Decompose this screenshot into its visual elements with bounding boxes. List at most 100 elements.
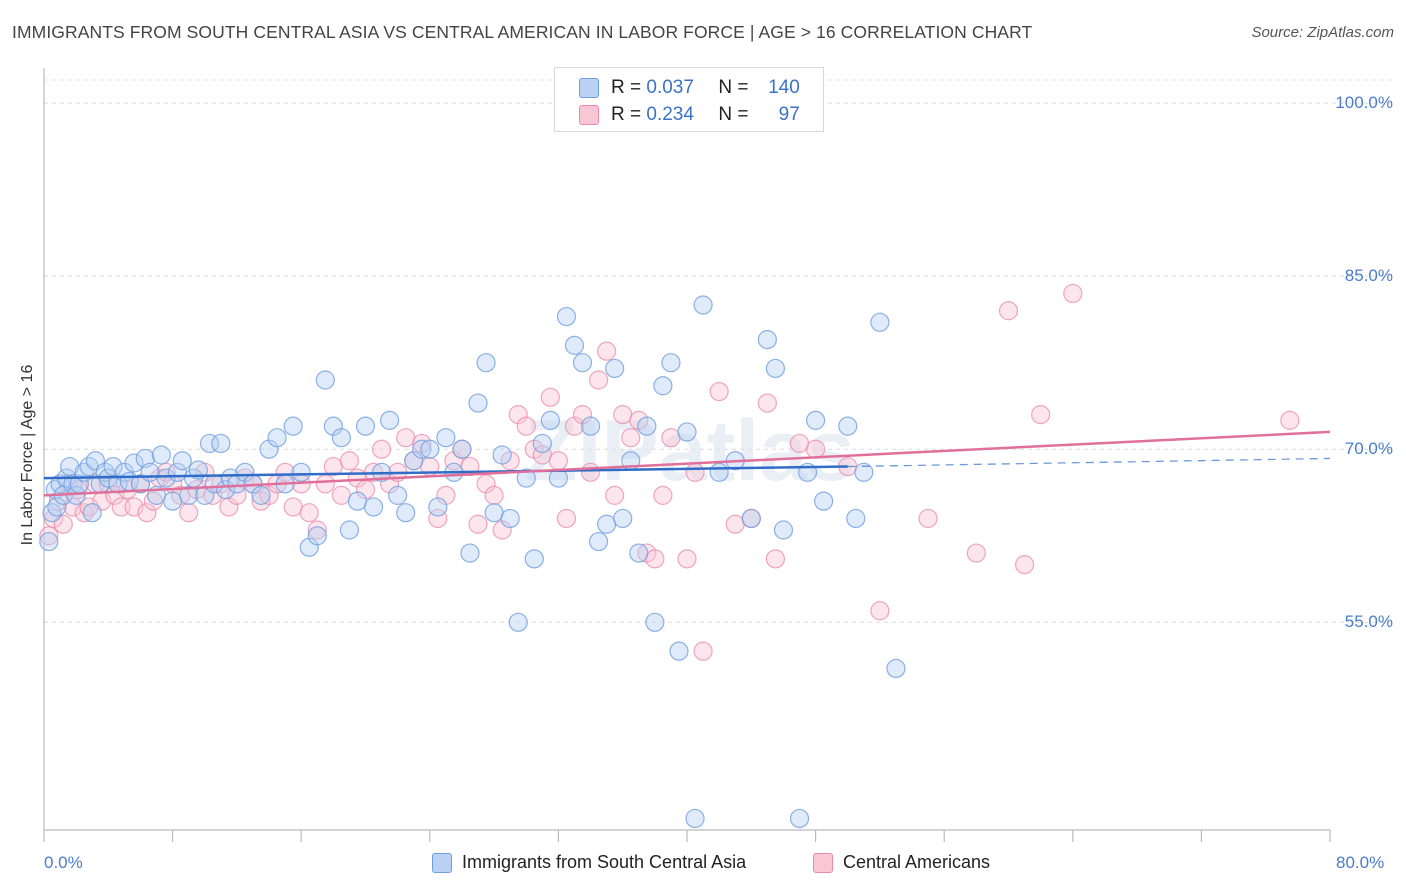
data-point-south-central-asia bbox=[199, 433, 220, 454]
data-point-south-central-asia bbox=[789, 808, 810, 829]
data-point-south-central-asia bbox=[420, 439, 440, 459]
grid-lines bbox=[44, 79, 1394, 623]
n-label: N = bbox=[718, 104, 749, 125]
data-point-central-americans bbox=[396, 428, 416, 448]
data-point-central-americans bbox=[548, 451, 569, 471]
data-point-south-central-asia bbox=[709, 462, 729, 482]
trend-line-central-americans bbox=[43, 430, 1331, 497]
data-point-south-central-asia bbox=[854, 462, 874, 482]
data-point-south-central-asia bbox=[363, 497, 384, 517]
trend-line-south-central-asia bbox=[43, 465, 848, 480]
data-point-south-central-asia bbox=[179, 485, 199, 505]
correlation-legend: R = 0.037 N = 140 R = 0.234 N = 97 bbox=[554, 67, 824, 132]
data-point-south-central-asia bbox=[757, 330, 777, 350]
data-point-central-americans bbox=[540, 387, 560, 407]
data-point-south-central-asia bbox=[103, 456, 123, 477]
n-label: N = bbox=[718, 77, 749, 98]
data-point-central-americans bbox=[709, 381, 729, 402]
data-point-central-americans bbox=[685, 462, 705, 482]
blue-r-value: 0.037 bbox=[646, 77, 694, 98]
data-point-south-central-asia bbox=[516, 468, 536, 488]
data-point-central-americans bbox=[789, 433, 810, 454]
data-point-central-americans bbox=[179, 503, 199, 523]
data-point-south-central-asia bbox=[484, 503, 504, 523]
data-point-south-central-asia bbox=[452, 439, 472, 459]
x-tick-max: 80.0% bbox=[1336, 853, 1385, 872]
pink-n-value: 97 bbox=[778, 104, 800, 125]
data-point-central-americans bbox=[468, 514, 488, 534]
data-point-south-central-asia bbox=[693, 295, 713, 315]
data-point-south-central-asia bbox=[870, 312, 890, 332]
data-point-south-central-asia bbox=[524, 549, 544, 569]
data-point-central-americans bbox=[693, 641, 713, 661]
y-tick-label: 55.0% bbox=[1344, 612, 1393, 632]
chart-title: IMMIGRANTS FROM SOUTH CENTRAL ASIA VS CE… bbox=[12, 22, 1033, 42]
data-point-south-central-asia bbox=[605, 358, 625, 379]
data-point-south-central-asia bbox=[846, 508, 866, 529]
data-point-south-central-asia bbox=[669, 641, 689, 661]
data-point-south-central-asia bbox=[637, 416, 657, 436]
data-point-south-central-asia bbox=[172, 451, 192, 471]
data-point-central-americans bbox=[307, 520, 327, 540]
data-point-central-americans bbox=[516, 416, 536, 436]
data-point-south-central-asia bbox=[315, 370, 335, 390]
data-point-south-central-asia bbox=[613, 508, 633, 529]
data-point-central-americans bbox=[588, 370, 609, 390]
data-point-central-americans bbox=[137, 503, 157, 523]
data-point-south-central-asia bbox=[388, 485, 408, 505]
data-point-central-americans bbox=[331, 485, 351, 505]
data-point-south-central-asia bbox=[428, 497, 448, 517]
blue-swatch bbox=[579, 78, 599, 98]
data-point-south-central-asia bbox=[629, 543, 649, 563]
data-point-south-central-asia bbox=[765, 358, 786, 379]
data-point-south-central-asia bbox=[492, 445, 512, 465]
data-point-south-central-asia bbox=[396, 503, 416, 523]
trend-line-south-central-asia-extension bbox=[847, 457, 1331, 468]
data-point-south-central-asia bbox=[380, 410, 400, 430]
data-point-central-americans bbox=[53, 514, 73, 534]
legend-item-south-central-asia: Immigrants from South Central Asia bbox=[432, 852, 746, 873]
data-point-south-central-asia bbox=[436, 428, 456, 448]
data-point-central-americans bbox=[580, 462, 601, 482]
data-point-central-americans bbox=[39, 526, 59, 546]
data-point-central-americans bbox=[621, 428, 641, 448]
data-point-south-central-asia bbox=[211, 433, 231, 454]
legend-row-blue: R = 0.037 N = 140 bbox=[579, 76, 800, 100]
r-label: R = bbox=[611, 104, 642, 125]
y-tick-label: 85.0% bbox=[1344, 266, 1393, 286]
data-point-central-americans bbox=[765, 549, 786, 569]
data-point-south-central-asia bbox=[685, 808, 705, 829]
y-tick-label: 100.0% bbox=[1335, 93, 1393, 113]
data-point-central-americans bbox=[998, 301, 1019, 321]
data-point-south-central-asia bbox=[677, 422, 697, 442]
data-point-south-central-asia bbox=[412, 439, 432, 459]
data-point-south-central-asia bbox=[188, 460, 208, 480]
data-point-south-central-asia bbox=[163, 491, 183, 511]
legend-label: Immigrants from South Central Asia bbox=[462, 852, 747, 872]
data-point-south-central-asia bbox=[572, 353, 593, 373]
data-point-central-americans bbox=[143, 491, 163, 511]
data-point-south-central-asia bbox=[82, 503, 102, 523]
pink-swatch bbox=[579, 105, 599, 125]
data-point-south-central-asia bbox=[355, 416, 376, 436]
data-point-south-central-asia bbox=[653, 376, 673, 396]
data-point-central-americans bbox=[315, 474, 335, 494]
x-tick-min: 0.0% bbox=[44, 853, 83, 872]
data-point-south-central-asia bbox=[597, 514, 617, 534]
data-point-south-central-asia bbox=[773, 520, 794, 540]
source-credit: Source: ZipAtlas.com bbox=[1251, 24, 1394, 41]
series-south-central-asia bbox=[39, 295, 906, 829]
data-point-south-central-asia bbox=[307, 526, 327, 546]
data-point-central-americans bbox=[484, 485, 504, 505]
data-point-south-central-asia bbox=[805, 410, 826, 430]
data-point-south-central-asia bbox=[532, 433, 552, 454]
data-point-central-americans bbox=[1063, 283, 1083, 304]
y-tick-label: 70.0% bbox=[1344, 439, 1393, 459]
data-point-central-americans bbox=[677, 549, 697, 569]
data-point-south-central-asia bbox=[886, 658, 906, 679]
legend-label: Central Americans bbox=[843, 852, 991, 872]
data-point-south-central-asia bbox=[564, 335, 585, 355]
trend-lines bbox=[43, 430, 1331, 497]
data-point-central-americans bbox=[597, 341, 617, 361]
